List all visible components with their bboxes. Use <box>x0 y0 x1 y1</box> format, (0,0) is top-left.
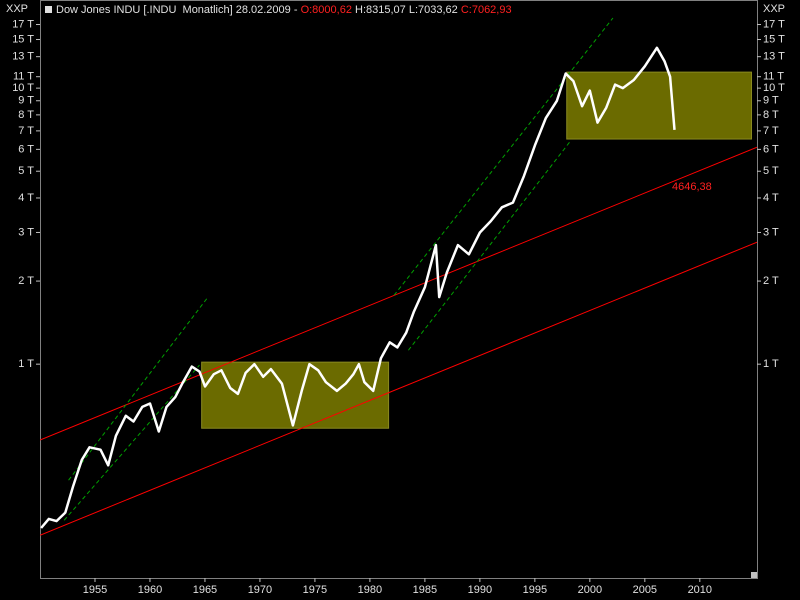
y-tick-label-right: 11 T <box>763 71 784 83</box>
y-tick-label-right: 7 T <box>763 125 779 137</box>
trendline <box>40 146 757 441</box>
y-tick-label-right: 13 T <box>763 51 785 63</box>
y-tick-label: 7 T <box>18 125 34 137</box>
left-axis-label: XXP <box>6 3 28 15</box>
x-tick-label: 1960 <box>138 584 162 596</box>
x-tick-label: 1975 <box>303 584 327 596</box>
corner-icon <box>751 572 757 578</box>
right-axis-label: XXP <box>763 3 785 15</box>
x-tick-label: 2000 <box>578 584 602 596</box>
y-tick-label: 10 T <box>12 82 34 94</box>
annotation: 4646,38 <box>672 181 712 193</box>
y-tick-label-right: 10 T <box>763 82 785 94</box>
x-tick-label: 1970 <box>248 584 272 596</box>
y-tick-label: 13 T <box>12 51 34 63</box>
header-low: L:7033,62 <box>409 4 458 16</box>
y-tick-label-right: 2 T <box>763 275 779 287</box>
y-tick-label: 1 T <box>18 358 34 370</box>
trendline <box>40 241 757 536</box>
y-tick-label-right: 3 T <box>763 226 779 238</box>
y-tick-label: 5 T <box>18 165 34 177</box>
y-tick-label-right: 15 T <box>763 33 785 45</box>
trendline <box>63 364 200 521</box>
x-tick-label: 2010 <box>688 584 712 596</box>
x-tick-label: 2005 <box>633 584 657 596</box>
trendline <box>408 139 572 351</box>
header-open: O:8000,62 <box>301 4 352 16</box>
header-high: H:8315,07 <box>355 4 406 16</box>
x-tick-label: 1985 <box>413 584 437 596</box>
x-tick-label: 1955 <box>83 584 107 596</box>
plot <box>40 17 757 536</box>
header-close: C:7062,93 <box>461 4 512 16</box>
plot-frame <box>40 0 758 579</box>
trendline <box>393 17 614 296</box>
x-tick-label: 1995 <box>523 584 547 596</box>
range-box <box>566 71 753 140</box>
header: Dow Jones INDU [.INDU Monatlich] 28.02.2… <box>56 4 512 16</box>
y-tick-label: 9 T <box>18 95 34 107</box>
y-tick-label: 2 T <box>18 275 34 287</box>
y-tick-label: 11 T <box>13 71 34 83</box>
price-line <box>40 46 676 529</box>
y-tick-label-right: 1 T <box>763 358 779 370</box>
y-tick-label: 4 T <box>18 192 34 204</box>
x-tick-label: 1980 <box>358 584 382 596</box>
series-icon <box>45 6 52 13</box>
x-tick-label: 1965 <box>193 584 217 596</box>
x-tick-label: 1990 <box>468 584 492 596</box>
header-title: Dow Jones INDU [.INDU Monatlich] 28.02.2… <box>56 4 298 16</box>
y-tick-label: 15 T <box>12 33 34 45</box>
y-tick-label-right: 5 T <box>763 165 779 177</box>
y-tick-label: 8 T <box>18 109 34 121</box>
y-tick-label-right: 6 T <box>763 143 779 155</box>
y-tick-label: 17 T <box>12 18 34 30</box>
y-tick-label-right: 17 T <box>763 18 785 30</box>
y-tick-label: 6 T <box>18 143 34 155</box>
trendline <box>68 297 208 481</box>
y-tick-label-right: 9 T <box>763 95 779 107</box>
y-tick-label-right: 8 T <box>763 109 779 121</box>
y-tick-label: 3 T <box>18 226 34 238</box>
y-tick-label-right: 4 T <box>763 192 779 204</box>
